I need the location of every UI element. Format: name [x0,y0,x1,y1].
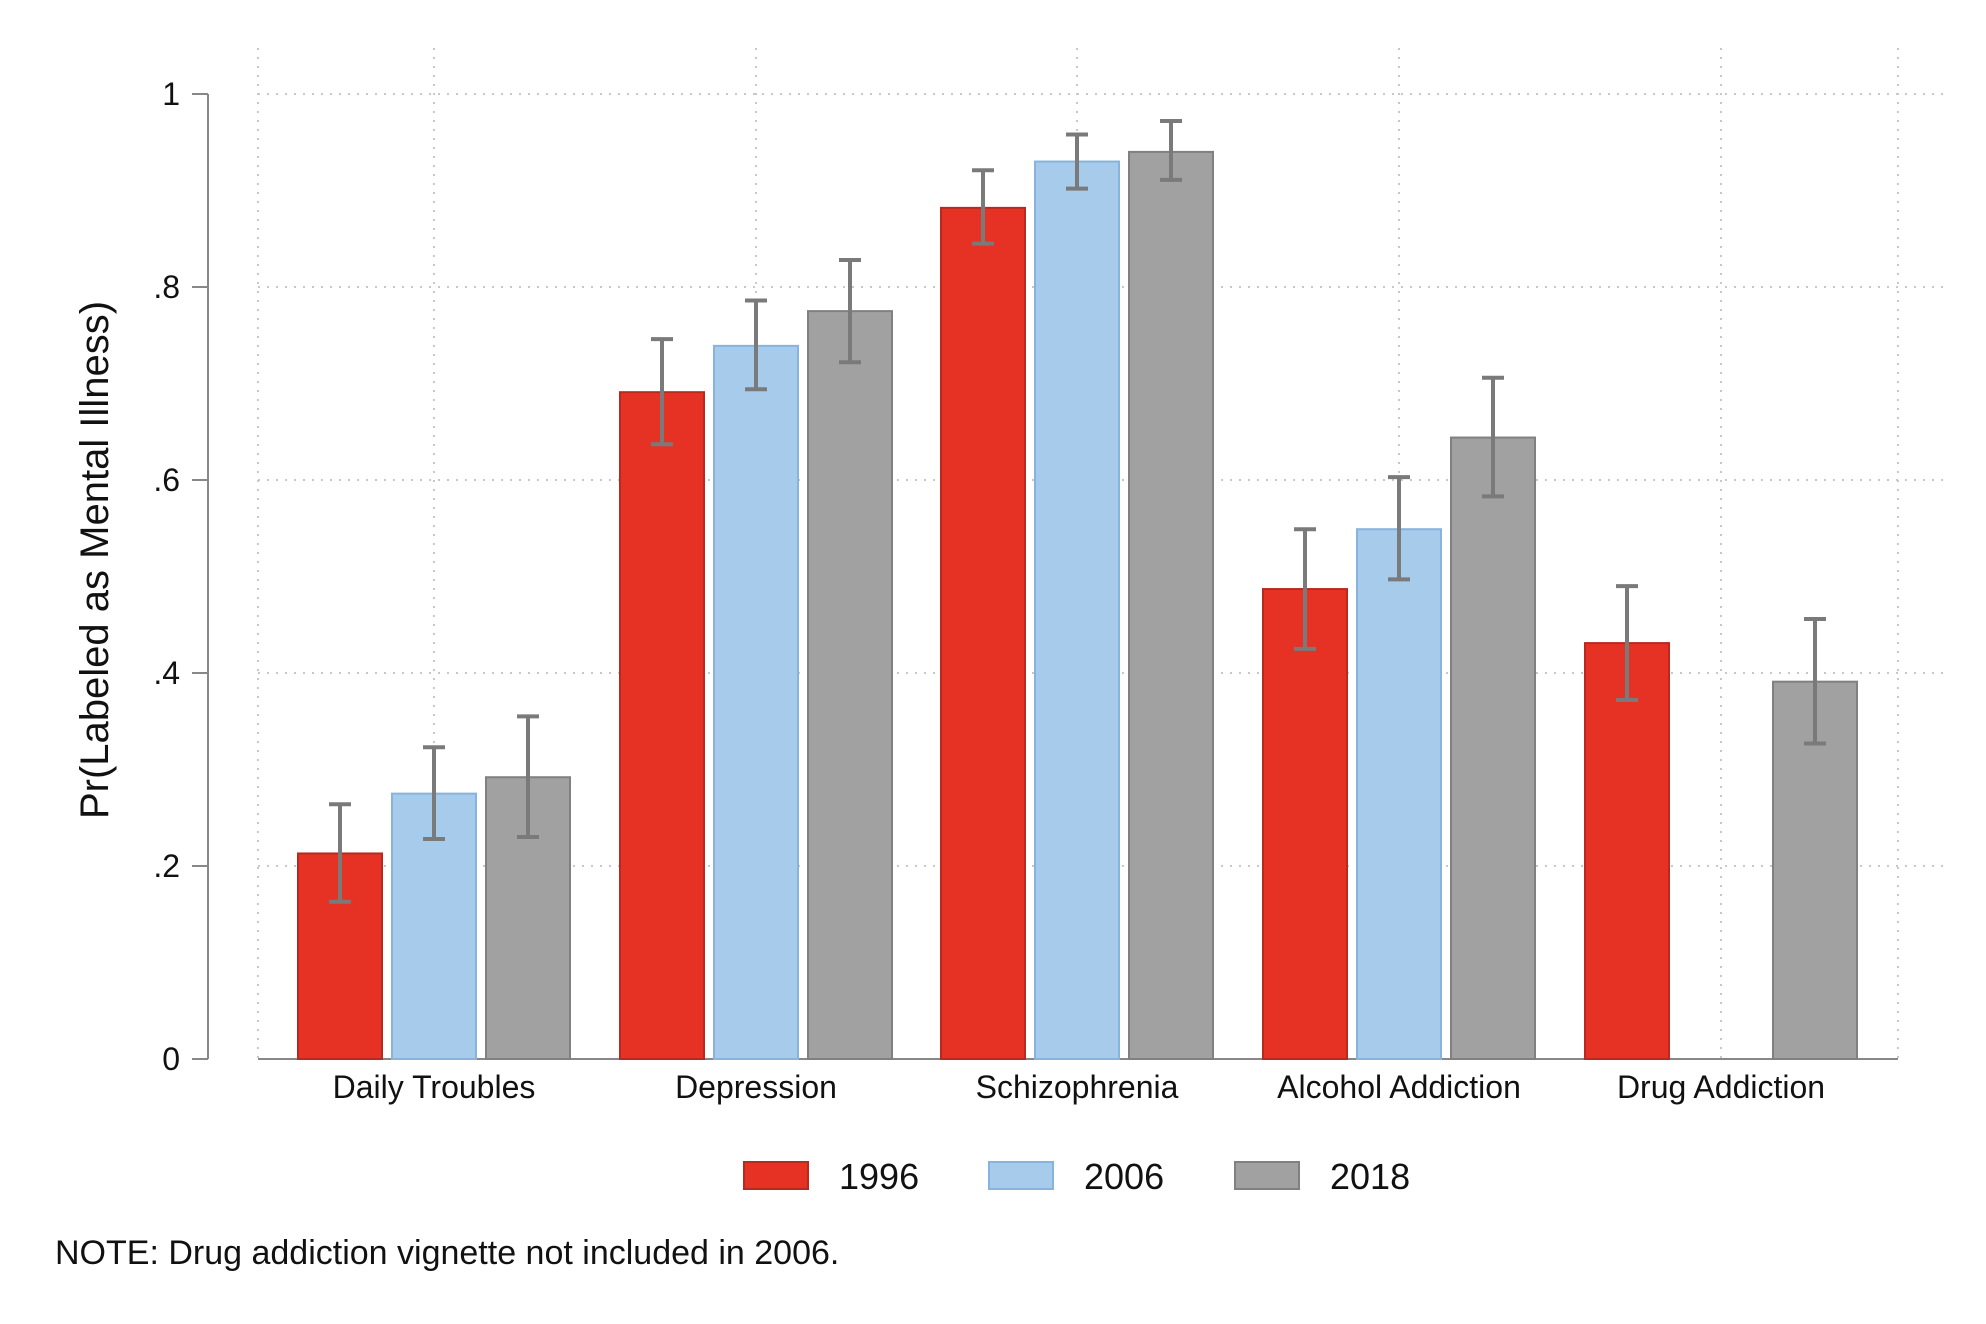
legend: 1996 2006 2018 [743,1156,1410,1197]
bar-1996-schizophrenia [940,206,1026,1060]
error-bar [1160,119,1182,182]
bar-2006-alcohol-addiction [1356,528,1442,1060]
y-tick-label: 1 [162,76,180,112]
bar-2006-schizophrenia [1034,160,1120,1061]
y-axis-title: Pr(Labeled as Mental Illness) [73,301,117,819]
x-tick-label: Depression [675,1069,837,1105]
error-bar [1804,616,1826,746]
error-bar [1482,375,1504,499]
y-tick-label: .2 [153,848,180,884]
bars [297,150,1858,1061]
legend-swatch [743,1161,809,1190]
error-bar [329,802,351,904]
y-tick-label: .8 [153,269,180,305]
x-tick-label: Schizophrenia [976,1069,1179,1105]
error-bar [745,298,767,392]
error-bar [517,714,539,840]
bar-1996-alcohol-addiction [1262,588,1348,1060]
bar-2006-depression [713,344,799,1060]
error-bar [423,745,445,841]
error-bar [651,337,673,447]
legend-label: 2018 [1330,1156,1410,1197]
legend-swatch [988,1161,1054,1190]
error-bar [1388,475,1410,582]
y-tick-label: 0 [162,1041,180,1077]
y-tick-label: .6 [153,462,180,498]
x-tick-label: Drug Addiction [1617,1069,1825,1105]
error-bar [1294,527,1316,651]
bar-2018-depression [807,310,893,1060]
y-tick-label: .4 [153,655,180,691]
tick-labels: 0 .2 .4 .6 .8 1 Daily Troubles Depression Schizo… [153,76,1825,1105]
legend-label: 2006 [1084,1156,1164,1197]
x-tick-label: Alcohol Addiction [1277,1069,1521,1105]
legend-item-2006: 2006 [988,1156,1164,1197]
error-bars [329,119,1826,904]
bar-1996-depression [619,391,705,1060]
legend-item-2018: 2018 [1234,1156,1410,1197]
error-bar [972,168,994,246]
bar-2018-schizophrenia [1128,150,1214,1060]
error-bar [839,257,861,365]
error-bar [1066,132,1088,191]
bar-2018-alcohol-addiction [1450,436,1536,1061]
legend-label: 1996 [839,1156,919,1197]
legend-item-1996: 1996 [743,1156,919,1197]
x-tick-label: Daily Troubles [333,1069,536,1105]
chart-note: NOTE: Drug addiction vignette not includ… [55,1234,839,1272]
error-bar [1616,584,1638,703]
bar-1996-drug-addiction [1584,642,1670,1061]
legend-swatch [1234,1161,1300,1190]
